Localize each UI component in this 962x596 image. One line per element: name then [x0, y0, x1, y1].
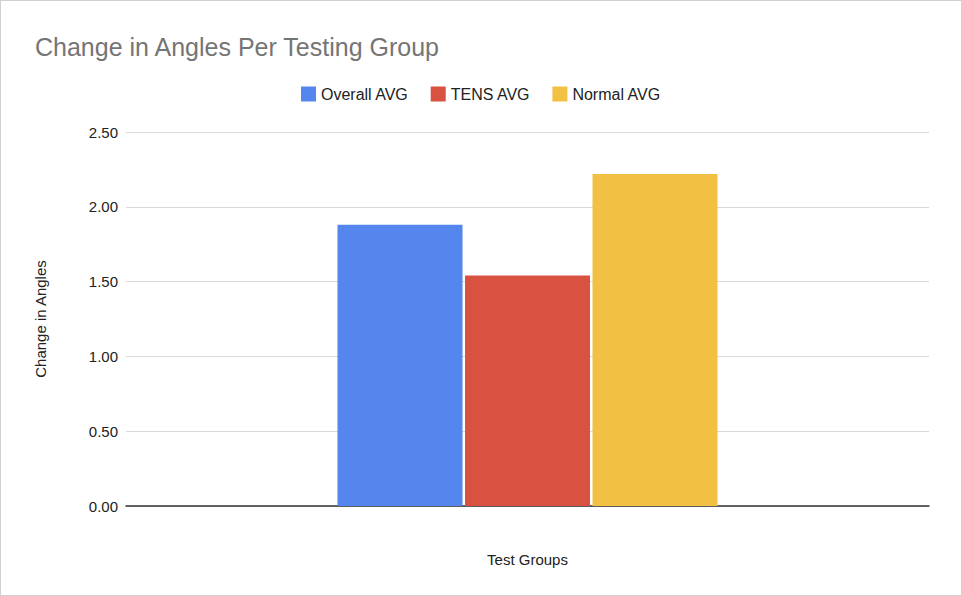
svg-text:TENS AVG: TENS AVG: [451, 86, 530, 103]
svg-text:2.00: 2.00: [89, 198, 118, 215]
svg-text:2.50: 2.50: [89, 124, 118, 141]
svg-text:0.50: 0.50: [89, 423, 118, 440]
svg-text:Change in Angles Per Testing G: Change in Angles Per Testing Group: [35, 33, 439, 61]
svg-text:0.00: 0.00: [89, 498, 118, 515]
svg-text:Test Groups: Test Groups: [487, 551, 568, 568]
svg-text:Normal AVG: Normal AVG: [572, 86, 660, 103]
svg-text:1.50: 1.50: [89, 273, 118, 290]
svg-text:Change in Angles: Change in Angles: [32, 260, 49, 378]
svg-text:Overall AVG: Overall AVG: [321, 86, 408, 103]
svg-text:1.00: 1.00: [89, 348, 118, 365]
